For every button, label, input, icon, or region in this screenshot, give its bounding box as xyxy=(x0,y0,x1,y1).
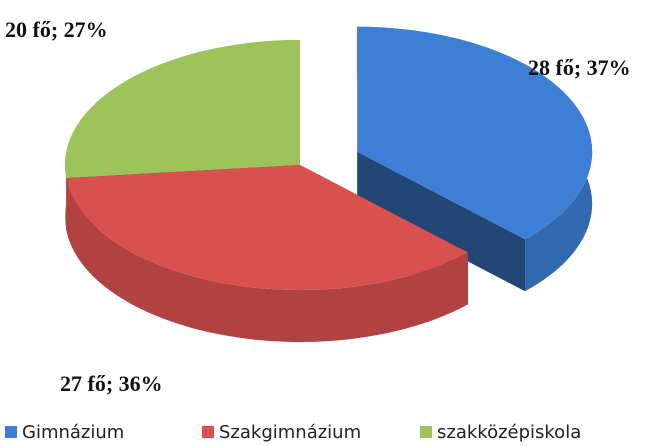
legend-swatch xyxy=(420,426,432,438)
slice-top xyxy=(357,26,593,240)
slice-top xyxy=(64,40,300,179)
legend-swatch xyxy=(5,426,17,438)
data-label: 20 fő; 27% xyxy=(5,17,108,42)
legend-label: Gimnázium xyxy=(22,422,124,443)
data-label: 27 fő; 36% xyxy=(60,371,163,396)
legend-label: szakközépiskola xyxy=(437,422,581,443)
slice-side xyxy=(357,151,526,292)
slice-wall xyxy=(66,178,468,342)
legend-label: Szakgimnázium xyxy=(219,422,361,443)
data-label: 28 fő; 37% xyxy=(528,55,631,80)
slice xyxy=(66,165,468,342)
slice xyxy=(357,26,593,292)
legend-swatch xyxy=(202,426,214,438)
slice-top xyxy=(66,165,468,290)
